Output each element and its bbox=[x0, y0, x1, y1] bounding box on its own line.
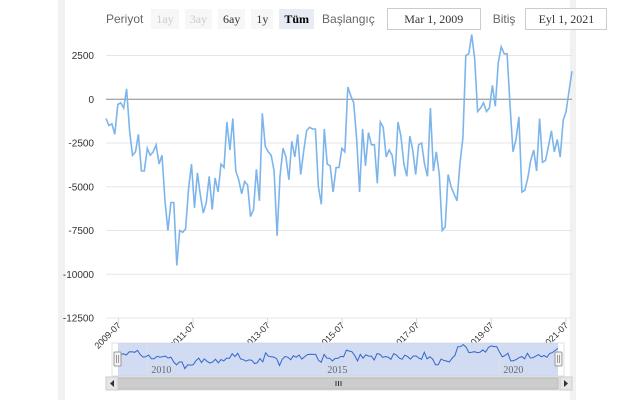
y-tick-label: -5000 bbox=[68, 182, 94, 193]
y-tick-label: -10000 bbox=[63, 270, 95, 281]
navigator-handle-left[interactable] bbox=[113, 351, 122, 367]
y-tick-label: 2500 bbox=[72, 51, 95, 62]
range-button-1ay[interactable]: 1ay bbox=[151, 9, 179, 29]
chevron-left-icon bbox=[110, 380, 114, 387]
to-label: Bitiş bbox=[492, 12, 516, 26]
navigator-tick-label: 2010 bbox=[151, 365, 171, 376]
range-selector: Periyot 1ay 3ay 6ay 1y Tüm Başlangıç Mar… bbox=[106, 8, 608, 30]
navigator-handle-right[interactable] bbox=[554, 351, 563, 367]
chart-panel bbox=[65, 0, 570, 400]
navigator-axis: 2010 2015 2020 bbox=[146, 343, 523, 376]
range-button-1y[interactable]: 1y bbox=[251, 9, 274, 29]
y-tick-label: -7500 bbox=[68, 226, 94, 237]
range-button-6ay[interactable]: 6ay bbox=[218, 9, 246, 29]
from-label: Başlangıç bbox=[322, 12, 375, 26]
grid-layer bbox=[106, 55, 572, 319]
zoom-label: Periyot bbox=[106, 12, 144, 26]
range-button-3ay[interactable]: 3ay bbox=[184, 9, 213, 29]
y-axis: 2500 0 -2500 -5000 -7500 -10000 -12500 bbox=[63, 51, 95, 325]
range-button-all[interactable]: Tüm bbox=[279, 9, 315, 29]
navigator-series-line bbox=[117, 343, 559, 370]
y-tick-label: -2500 bbox=[68, 139, 94, 150]
navigator-tick-label: 2015 bbox=[327, 365, 347, 376]
chevron-right-icon bbox=[564, 380, 568, 387]
from-date-input[interactable]: Mar 1, 2009 bbox=[386, 8, 481, 30]
y-tick-label: 0 bbox=[88, 95, 94, 106]
navigator-tick-label: 2020 bbox=[503, 365, 523, 376]
y-tick-label: -12500 bbox=[63, 314, 95, 325]
to-date-input[interactable]: Eyl 1, 2021 bbox=[525, 8, 608, 30]
series-line bbox=[105, 34, 573, 266]
navigator-selection[interactable] bbox=[118, 343, 558, 376]
